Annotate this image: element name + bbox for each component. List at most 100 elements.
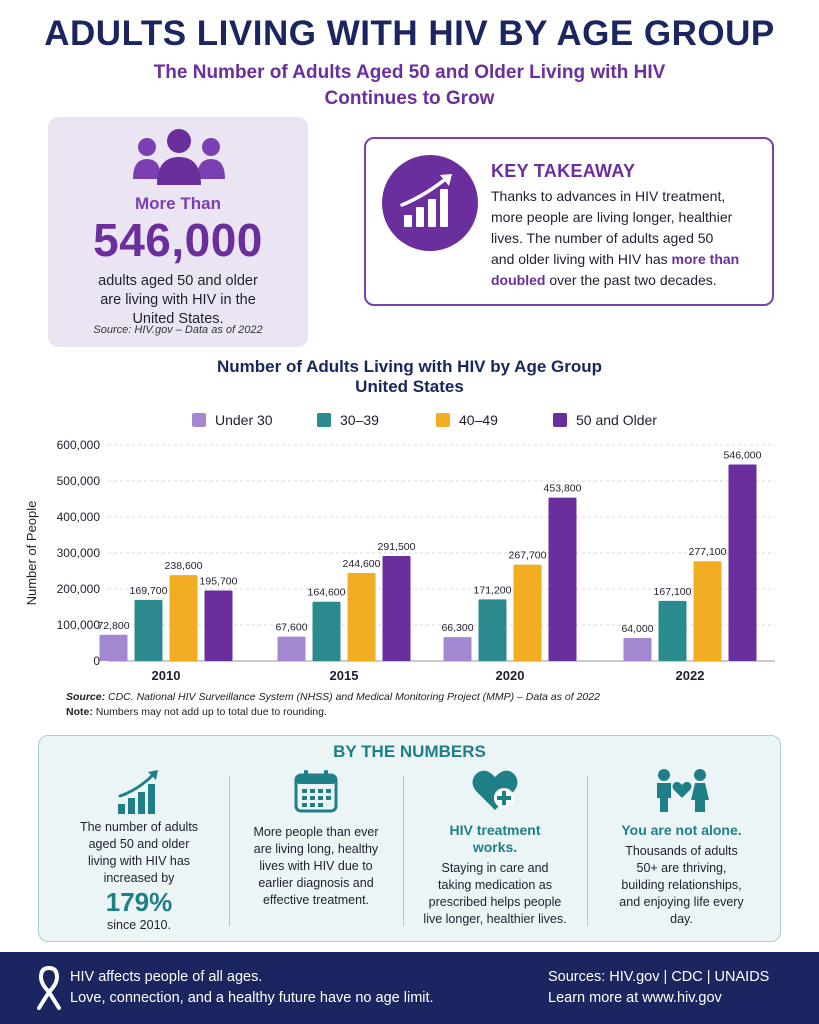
stat-desc-line: United States. <box>132 311 224 327</box>
more-than-label: More Than <box>135 194 221 213</box>
data-label: 66,300 <box>441 622 473 634</box>
rounding-note: Note: Numbers may not add up to total du… <box>66 706 327 718</box>
bar <box>693 561 722 661</box>
bar-growth-icon <box>118 770 158 814</box>
data-label: 238,600 <box>165 560 203 572</box>
legend-label: 40–49 <box>459 412 498 428</box>
y-tick-label: 500,000 <box>57 474 101 488</box>
bar <box>99 634 128 661</box>
col-line: The number of adults <box>79 820 199 834</box>
bar <box>623 637 652 661</box>
legend-swatch <box>436 413 450 427</box>
bar <box>443 637 472 661</box>
treatment-heading: HIV treatment <box>449 822 541 838</box>
kt-line: and older living with HIV has more than <box>491 249 766 270</box>
kt-text: over the past two decades. <box>545 272 717 288</box>
col-line: live longer, healthier lives. <box>423 912 567 926</box>
legend-swatch <box>553 413 567 427</box>
col-line: prescribed helps people <box>428 895 562 909</box>
not-alone-heading: You are not alone. <box>621 822 742 838</box>
bar <box>347 572 376 661</box>
data-label: 546,000 <box>724 449 762 461</box>
data-label: 267,700 <box>509 550 547 562</box>
bar <box>548 497 577 661</box>
col-line: increased by <box>103 871 175 885</box>
chart-subtitle: United States <box>355 377 464 396</box>
growth-chart-icon <box>382 155 478 251</box>
x-tick-label: 2015 <box>330 668 359 683</box>
column-divider <box>403 776 404 926</box>
key-takeaway-body: Thanks to advances in HIV treatment, mor… <box>491 186 766 291</box>
col-line: taking medication as <box>438 878 552 892</box>
x-tick-label: 2022 <box>676 668 705 683</box>
stat-desc-line: adults aged 50 and older <box>98 273 258 289</box>
big-number: 546,000 <box>93 214 263 266</box>
bar <box>134 599 163 661</box>
page-title: ADULTS LIVING WITH HIV BY AGE GROUP <box>44 14 775 53</box>
data-label: 169,700 <box>130 585 168 597</box>
two-people-heart-icon <box>656 769 709 812</box>
bar <box>169 575 198 661</box>
y-tick-label: 300,000 <box>57 546 101 560</box>
page-subtitle: The Number of Adults Aged 50 and Older L… <box>0 60 819 112</box>
stat-desc-line: are living with HIV in the <box>100 292 256 308</box>
legend-label: 50 and Older <box>576 412 657 428</box>
col-line: day. <box>670 912 693 926</box>
increase-percent: 179% <box>105 887 173 917</box>
people-group-icon <box>133 129 225 185</box>
stat-description: adults aged 50 and older are living with… <box>78 272 278 329</box>
data-label: 453,800 <box>544 483 582 495</box>
not-alone-text: You are not alone. Thousands of adults 5… <box>589 822 774 928</box>
kt-text: and older living with HIV has <box>491 251 672 267</box>
legend-label: 30–39 <box>340 412 379 428</box>
legend-item-40-49: 40–49 <box>436 410 498 430</box>
legend-swatch <box>192 413 206 427</box>
data-label: 72,800 <box>97 620 129 632</box>
chart-title: Number of Adults Living with HIV by Age … <box>216 357 602 376</box>
col-line: More people than ever <box>253 825 379 839</box>
column-divider <box>229 776 230 926</box>
footer-sources: Sources: HIV.gov | CDC | UNAIDS Learn mo… <box>548 967 769 1009</box>
kt-highlight: doubled <box>491 272 546 288</box>
data-label: 64,000 <box>621 623 653 635</box>
subtitle-line-1: The Number of Adults Aged 50 and Older L… <box>153 62 666 83</box>
legend-item-50-older: 50 and Older <box>553 410 657 430</box>
by-the-numbers-panel: BY THE NUMBERS The number of adults aged… <box>38 735 781 942</box>
y-tick-label: 400,000 <box>57 510 101 524</box>
y-axis-label: Number of People <box>24 501 39 606</box>
calendar-icon <box>294 770 338 813</box>
bar <box>204 590 233 661</box>
data-label: 291,500 <box>378 541 416 553</box>
footer-link[interactable]: Learn more at www.hiv.gov <box>548 990 722 1006</box>
footer-line: Sources: HIV.gov | CDC | UNAIDS <box>548 969 770 985</box>
data-label: 171,200 <box>474 584 512 596</box>
legend-item-30-39: 30–39 <box>317 410 379 430</box>
stat-source: Source: HIV.gov – Data as of 2022 <box>93 324 263 336</box>
kt-line: Thanks to advances in HIV treatment, <box>491 188 726 204</box>
treatment-text: HIV treatment works. Staying in care and… <box>405 822 585 928</box>
col-line: 50+ are thriving, <box>636 861 727 875</box>
bar <box>382 556 411 661</box>
y-tick-label: 200,000 <box>57 582 101 596</box>
y-tick-label: 100,000 <box>57 618 101 632</box>
kt-line: lives. The number of adults aged 50 <box>491 230 714 246</box>
subtitle-line-2: Continues to Grow <box>324 88 495 109</box>
data-label: 277,100 <box>689 546 727 558</box>
bar-chart: 0 100,000 200,000 300,000 400,000 500,000 600,… <box>24 438 775 683</box>
col-line: aged 50 and older <box>88 837 190 851</box>
x-tick-label: 2020 <box>496 668 525 683</box>
y-tick-label: 0 <box>93 654 100 668</box>
col-line: living with HIV has <box>87 854 191 868</box>
col-line: earlier diagnosis and <box>258 876 374 890</box>
data-label: 167,100 <box>654 586 692 598</box>
footer-banner: HIV affects people of all ages. Love, co… <box>0 952 819 1024</box>
kt-line: more people are living longer, healthier <box>491 209 733 225</box>
data-label: 67,600 <box>275 622 307 634</box>
bar <box>513 564 542 661</box>
treatment-heading: works. <box>472 839 518 855</box>
data-label: 164,600 <box>308 587 346 599</box>
x-tick-label: 2010 <box>152 668 181 683</box>
col-line: building relationships, <box>621 878 742 892</box>
by-the-numbers-title: BY THE NUMBERS <box>333 742 486 761</box>
numbers-col-not-alone: You are not alone. Thousands of adults 5… <box>589 766 774 936</box>
